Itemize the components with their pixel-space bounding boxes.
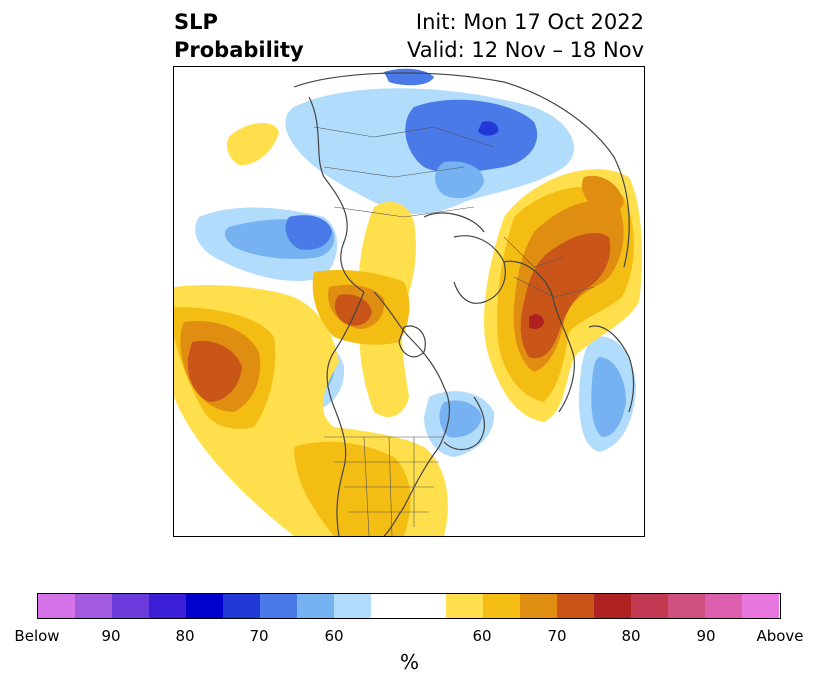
title-line-slp: SLP [174, 10, 218, 34]
title-line-probability: Probability [174, 38, 304, 62]
valid-range: Valid: 12 Nov – 18 Nov [407, 38, 644, 62]
polar-map [173, 66, 645, 537]
probability-field [174, 68, 642, 536]
above-region-nw [227, 122, 279, 166]
colorbar-segment [186, 594, 223, 618]
colorbar-segment [668, 594, 705, 618]
above-75-regions [187, 175, 624, 402]
colorbar-segment [483, 594, 520, 618]
colorbar-tick-label: 80 [621, 627, 641, 645]
colorbar-segment [371, 594, 446, 618]
colorbar-segment [112, 594, 149, 618]
colorbar-tick-label: 90 [696, 627, 716, 645]
colorbar-tick-label: 80 [175, 627, 195, 645]
colorbar-tick-label: Below [14, 627, 60, 645]
init-date: Init: Mon 17 Oct 2022 [415, 10, 644, 34]
colorbar-segment [297, 594, 334, 618]
colorbar-tick-label: Above [756, 627, 804, 645]
colorbar-tick-label: 70 [249, 627, 269, 645]
below-70-regions [224, 68, 626, 438]
map-title: SLP Probability [174, 8, 304, 64]
colorbar-segment [149, 594, 186, 618]
colorbar-segment [223, 594, 260, 618]
colorbar-segment [594, 594, 631, 618]
colorbar-segment [631, 594, 668, 618]
colorbar-tick-label: 70 [547, 627, 567, 645]
colorbar-segment [520, 594, 557, 618]
colorbar-segment [446, 594, 483, 618]
colorbar-unit: % [399, 650, 419, 674]
colorbar [37, 593, 781, 619]
borders [313, 126, 595, 536]
colorbar-tick-label: 60 [472, 627, 492, 645]
colorbar-segment [75, 594, 112, 618]
colorbar-segment [38, 594, 75, 618]
colorbar-segment [260, 594, 297, 618]
coastlines [293, 72, 635, 536]
colorbar-segment [334, 594, 371, 618]
above-80-core [529, 314, 544, 330]
colorbar-segment [705, 594, 742, 618]
colorbar-tick-label: 60 [324, 627, 344, 645]
colorbar-segment [557, 594, 594, 618]
colorbar-segment [742, 594, 779, 618]
colorbar-tick-label: 90 [101, 627, 121, 645]
colorbar-ticks: Below 90 80 70 60 60 70 80 90 Above [0, 627, 819, 647]
forecast-dates: Init: Mon 17 Oct 2022 Valid: 12 Nov – 18… [407, 8, 644, 64]
